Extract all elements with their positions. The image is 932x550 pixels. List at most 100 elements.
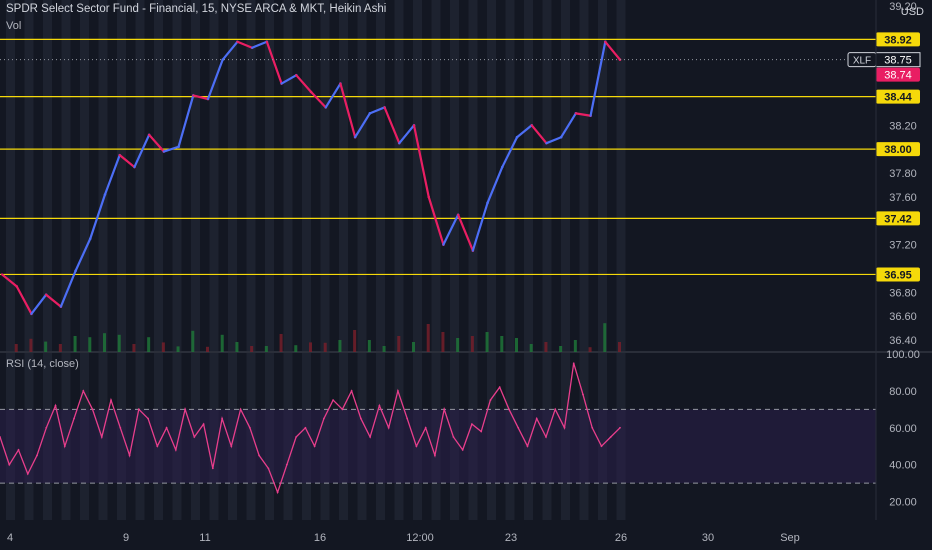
session-band — [524, 0, 533, 520]
session-band — [80, 0, 89, 520]
y-tick-label: 37.20 — [889, 240, 917, 252]
rsi-point — [313, 445, 316, 448]
x-tick-label: Sep — [780, 532, 800, 544]
volume-label: Vol — [6, 20, 22, 32]
session-band — [616, 0, 626, 520]
rsi-point — [341, 408, 344, 411]
rsi-point — [591, 426, 594, 429]
rsi-point — [517, 426, 520, 429]
session-band — [117, 0, 126, 520]
price-segment — [442, 213, 460, 246]
session-band — [505, 0, 515, 520]
session-band — [376, 0, 385, 520]
session-band — [135, 0, 145, 520]
volume-bar — [397, 336, 401, 352]
price-segment — [45, 293, 62, 308]
rsi-point — [285, 463, 288, 466]
rsi-point — [369, 436, 372, 438]
rsi-point — [387, 426, 390, 429]
price-level-tag — [876, 89, 920, 104]
session-band — [431, 0, 441, 520]
rsi-point — [508, 408, 510, 411]
session-band — [561, 0, 570, 520]
rsi-point — [443, 408, 446, 411]
price-segment — [74, 237, 92, 272]
volume-bar — [250, 346, 254, 352]
rsi-point — [110, 399, 112, 402]
rsi-y-tick-label: 80.00 — [889, 386, 917, 398]
session-band — [468, 0, 478, 520]
rsi-line — [0, 363, 621, 495]
rsi-point — [582, 393, 584, 396]
volume-bar — [14, 344, 18, 352]
rsi-point — [304, 426, 307, 429]
price-level-label: 38.44 — [884, 92, 912, 104]
axes: 39.20 38.20 37.80 37.60 37.20 36.80 36.60 36.40… — [7, 0, 920, 544]
volume-bar — [44, 341, 48, 352]
volume-bar — [588, 347, 592, 352]
price-segment — [133, 133, 151, 169]
volume-bar — [500, 336, 504, 352]
rsi-point — [350, 389, 353, 392]
rsi-point — [82, 389, 85, 392]
rsi-point — [174, 449, 177, 451]
price-segment — [354, 112, 371, 139]
rsi-point — [17, 449, 20, 451]
y-tick-label: 36.40 — [889, 335, 917, 347]
session-band — [154, 0, 163, 520]
rsi-point — [63, 445, 66, 448]
y-tick-label: 38.20 — [889, 120, 917, 132]
volume-bar — [338, 340, 342, 352]
price-segment — [589, 40, 607, 117]
volume-bar — [88, 337, 92, 352]
rsi-y-tick-label: 20.00 — [889, 497, 917, 509]
price-segment — [221, 40, 239, 61]
rsi-point — [0, 436, 1, 438]
price-segment — [574, 112, 592, 117]
volume-bar — [544, 342, 548, 352]
volume-bar — [58, 344, 62, 352]
rsi-point — [572, 362, 575, 365]
y-tick-label: 39.20 — [889, 1, 917, 13]
price-segment — [427, 195, 445, 246]
rsi-band-region — [0, 351, 932, 484]
price-level-label: 38.00 — [884, 144, 912, 156]
volume-bar — [323, 342, 327, 352]
rsi-point — [258, 454, 261, 457]
rsi-label: RSI (14, close) — [6, 358, 79, 370]
volume-bar — [529, 344, 533, 352]
rsi-point — [147, 417, 149, 420]
x-tick-label: 23 — [505, 532, 517, 544]
price-segment — [280, 74, 298, 85]
price-segment — [560, 112, 577, 139]
heikin-close-tag — [876, 67, 920, 82]
rsi-point — [619, 426, 621, 429]
rsi-point — [276, 491, 279, 494]
price-segment — [0, 273, 18, 288]
session-band — [265, 0, 274, 520]
price-segment — [309, 90, 327, 109]
rsi-point — [128, 454, 131, 457]
volume-bar — [603, 323, 607, 352]
rsi-point — [156, 445, 159, 448]
volume-bar — [559, 346, 563, 352]
y-tick-label: 37.60 — [889, 192, 917, 204]
rsi-point — [8, 463, 11, 466]
session-band — [172, 0, 182, 520]
volume-bar — [29, 338, 33, 352]
volume-bar — [279, 334, 283, 352]
rsi-point — [184, 408, 186, 411]
rsi-point — [498, 386, 501, 389]
price-segment — [15, 285, 33, 315]
rsi-point — [322, 417, 325, 420]
price-levels: 38.92 38.44 38.00 37.42 36.95 — [0, 32, 920, 282]
volume-bar — [618, 342, 621, 352]
rsi-point — [295, 436, 298, 438]
volume-bar — [309, 342, 312, 352]
rsi-point — [424, 426, 427, 429]
session-band — [320, 0, 330, 520]
session-band — [43, 0, 52, 520]
price-segment — [545, 136, 563, 145]
rsi-point — [535, 417, 538, 420]
